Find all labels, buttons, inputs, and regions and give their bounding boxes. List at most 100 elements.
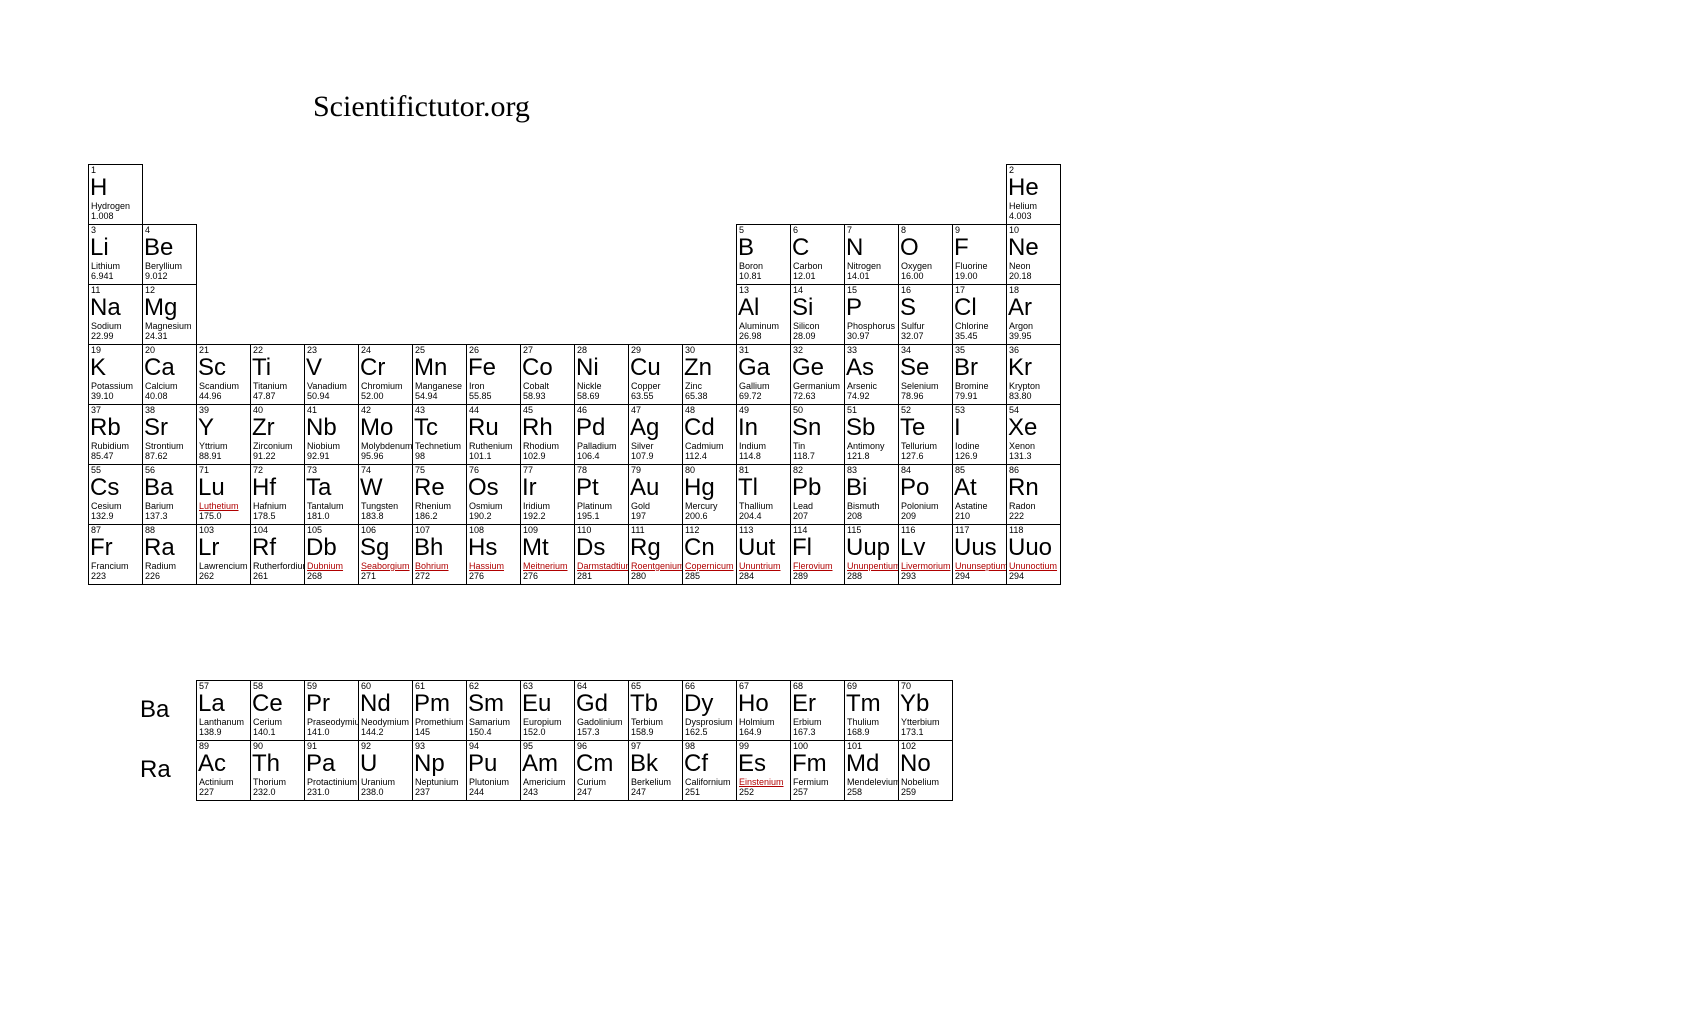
element-name: Chromium xyxy=(359,381,412,391)
element-symbol: Eu xyxy=(521,691,574,717)
atomic-mass: 138.9 xyxy=(197,727,250,737)
atomic-mass: 197 xyxy=(629,511,682,521)
element-cell-p: 15PPhosphorus30.97 xyxy=(844,284,899,345)
element-name: Holmium xyxy=(737,717,790,727)
element-cell-er: 68ErErbium167.3 xyxy=(790,680,845,741)
atomic-mass: 167.3 xyxy=(791,727,844,737)
atomic-mass: 271 xyxy=(359,571,412,581)
element-name: Mendelevium xyxy=(845,777,898,787)
element-symbol: O xyxy=(899,235,952,261)
element-symbol: F xyxy=(953,235,1006,261)
element-symbol: Ta xyxy=(305,475,358,501)
atomic-mass: 289 xyxy=(791,571,844,581)
element-cell-os: 76OsOsmium190.2 xyxy=(466,464,521,525)
atomic-mass: 52.00 xyxy=(359,391,412,401)
element-cell-md: 101MdMendelevium258 xyxy=(844,740,899,801)
atomic-mass: 24.31 xyxy=(143,331,196,341)
atomic-mass: 178.5 xyxy=(251,511,304,521)
element-cell-pt: 78PtPlatinum195.1 xyxy=(574,464,629,525)
element-cell-rg: 111RgRoentgenium280 xyxy=(628,524,683,585)
element-symbol: Yb xyxy=(899,691,952,717)
atomic-mass: 157.3 xyxy=(575,727,628,737)
element-cell-ba: 56BaBarium137.3 xyxy=(142,464,197,525)
atomic-mass: 226 xyxy=(143,571,196,581)
element-symbol: He xyxy=(1007,175,1060,201)
element-cell-na: 11NaSodium22.99 xyxy=(88,284,143,345)
atomic-mass: 181.0 xyxy=(305,511,358,521)
element-cell-u: 92UUranium238.0 xyxy=(358,740,413,801)
element-cell-ge: 32GeGermanium72.63 xyxy=(790,344,845,405)
element-name: Hydrogen xyxy=(89,201,142,211)
element-cell-es: 99EsEinstenium252 xyxy=(736,740,791,801)
element-name: Ununtrium xyxy=(737,561,790,571)
element-name: Strontium xyxy=(143,441,196,451)
atomic-mass: 223 xyxy=(89,571,142,581)
element-name: Rubidium xyxy=(89,441,142,451)
atomic-mass: 272 xyxy=(413,571,466,581)
element-symbol: Cd xyxy=(683,415,736,441)
element-name: Sulfur xyxy=(899,321,952,331)
element-symbol: Be xyxy=(143,235,196,261)
element-cell-cf: 98CfCalifornium251 xyxy=(682,740,737,801)
element-name: Nitrogen xyxy=(845,261,898,271)
element-cell-bh: 107BhBohrium272 xyxy=(412,524,467,585)
atomic-mass: 137.3 xyxy=(143,511,196,521)
element-name: Mercury xyxy=(683,501,736,511)
atomic-mass: 14.01 xyxy=(845,271,898,281)
element-symbol: Nb xyxy=(305,415,358,441)
element-name: Seaborgium xyxy=(359,561,412,571)
element-symbol: Cf xyxy=(683,751,736,777)
element-symbol: Rg xyxy=(629,535,682,561)
element-symbol: Lr xyxy=(197,535,250,561)
element-symbol: Pb xyxy=(791,475,844,501)
element-cell-pm: 61PmPromethium145 xyxy=(412,680,467,741)
atomic-mass: 28.09 xyxy=(791,331,844,341)
element-cell-sb: 51SbAntimony121.8 xyxy=(844,404,899,465)
element-symbol: Al xyxy=(737,295,790,321)
element-name: Rhodium xyxy=(521,441,574,451)
element-symbol: Dy xyxy=(683,691,736,717)
element-name: Iron xyxy=(467,381,520,391)
element-name: Lanthanum xyxy=(197,717,250,727)
atomic-mass: 26.98 xyxy=(737,331,790,341)
element-cell-kr: 36KrKrypton83.80 xyxy=(1006,344,1061,405)
element-cell-rf: 104RfRutherfordium261 xyxy=(250,524,305,585)
element-symbol: As xyxy=(845,355,898,381)
atomic-mass: 158.9 xyxy=(629,727,682,737)
element-cell-uup: 115UupUnunpentium288 xyxy=(844,524,899,585)
element-name: Cerium xyxy=(251,717,304,727)
element-name: Tungsten xyxy=(359,501,412,511)
element-symbol: Li xyxy=(89,235,142,261)
element-cell-o: 8OOxygen16.00 xyxy=(898,224,953,285)
atomic-mass: 22.99 xyxy=(89,331,142,341)
element-name: Darmstadtium xyxy=(575,561,628,571)
element-name: Neodymium xyxy=(359,717,412,727)
element-cell-po: 84PoPolonium209 xyxy=(898,464,953,525)
element-name: Lead xyxy=(791,501,844,511)
element-cell-f: 9FFluorine19.00 xyxy=(952,224,1007,285)
element-symbol: Sb xyxy=(845,415,898,441)
element-symbol: Rf xyxy=(251,535,304,561)
atomic-mass: 16.00 xyxy=(899,271,952,281)
element-name: Ununseptium xyxy=(953,561,1006,571)
atomic-mass: 114.8 xyxy=(737,451,790,461)
element-symbol: Br xyxy=(953,355,1006,381)
atomic-mass: 244 xyxy=(467,787,520,797)
element-symbol: Sm xyxy=(467,691,520,717)
element-symbol: Xe xyxy=(1007,415,1060,441)
element-name: Manganese xyxy=(413,381,466,391)
atomic-mass: 285 xyxy=(683,571,736,581)
element-name: Actinium xyxy=(197,777,250,787)
element-cell-ds: 110DsDarmstadtium281 xyxy=(574,524,629,585)
atomic-mass: 175.0 xyxy=(197,511,250,521)
element-cell-rn: 86RnRadon222 xyxy=(1006,464,1061,525)
atomic-mass: 243 xyxy=(521,787,574,797)
element-cell-tc: 43TcTechnetium98 xyxy=(412,404,467,465)
element-name: Dubnium xyxy=(305,561,358,571)
element-cell-re: 75ReRhenium186.2 xyxy=(412,464,467,525)
element-cell-si: 14SiSilicon28.09 xyxy=(790,284,845,345)
element-name: Silicon xyxy=(791,321,844,331)
atomic-mass: 131.3 xyxy=(1007,451,1060,461)
element-cell-k: 19KPotassium39.10 xyxy=(88,344,143,405)
atomic-mass: 247 xyxy=(575,787,628,797)
